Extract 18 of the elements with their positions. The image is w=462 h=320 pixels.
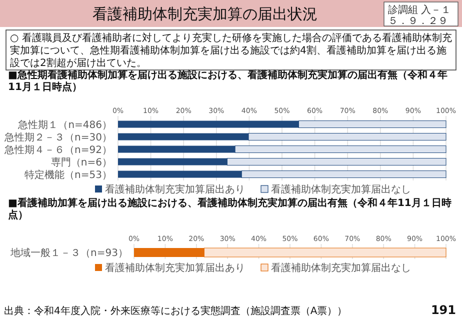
text: 看護補助体制充実加算の届出状況 [92, 5, 318, 23]
y-tick-label: 急性期４－６（n=92） [4, 144, 112, 156]
legend-label: 看護補助体制充実加算届出なし [271, 184, 411, 196]
y-tick-label: 地域一般１－３（n=93） [10, 247, 128, 259]
legend-label: 看護補助体制充実加算届出あり [105, 184, 245, 196]
y-tick-label: 専門（n=6） [50, 156, 112, 168]
y-tick-label: 特定機能（n=53） [24, 168, 112, 181]
text: ５．９．２９ [388, 16, 448, 27]
legend-label: 看護補助体制充実加算届出あり [105, 262, 245, 274]
y-tick-label: 急性期１（n=486） [17, 118, 112, 131]
legend-label: 看護補助体制充実加算届出なし [271, 262, 411, 274]
source-note: 出典：令和4年度入院・外来医療等における実態調査（施設調査票（A票）） [4, 305, 348, 317]
text: 191 [430, 303, 456, 317]
text: 診調組 入－１ [388, 4, 452, 16]
chart-title: ■看護補助加算を届け出る施設における、看護補助体制充実加算の届出有無（令和４年11月１日時点） [8, 197, 452, 221]
chart-title: ■急性期看護補助体制加算を届け出る施設における、看護補助体制充実加算の届出有無（令和４年11月１日時点） [8, 69, 448, 93]
text: ○ 看護職員及び看護補助者に対してより充実した研修を実施した場合の評価である看護補助体制充実加算について、急性期看護補助体制加算を届け出る施設では約4割、看護補助加算を届け出る施設では2割超が届け出ていた。 [10, 32, 452, 69]
y-tick-label: 急性期２－３（n=30） [4, 131, 112, 144]
